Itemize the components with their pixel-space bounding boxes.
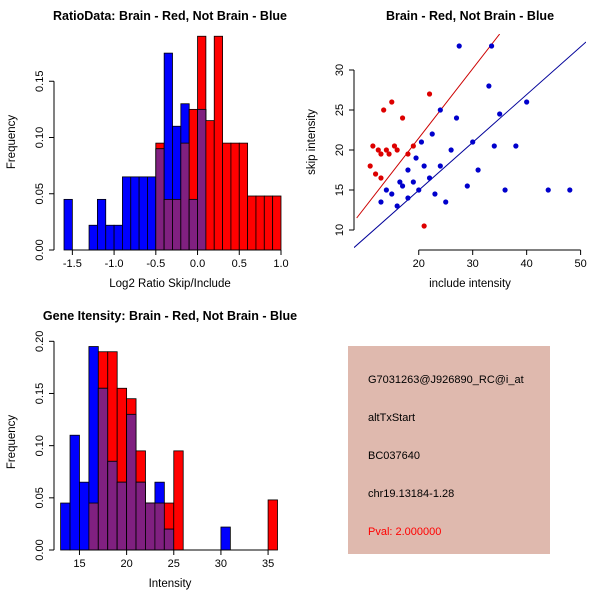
intensity-scatter-panel: Brain - Red, Not Brain - Blue 20 30 40 50 10 1… bbox=[300, 0, 600, 300]
svg-text:Gene Itensity: Brain - Red, No: Gene Itensity: Brain - Red, Not Brain - … bbox=[43, 309, 297, 323]
svg-text:0.20: 0.20 bbox=[34, 331, 46, 352]
svg-text:0.5: 0.5 bbox=[232, 258, 247, 270]
svg-text:0.00: 0.00 bbox=[34, 539, 46, 560]
svg-text:0.00: 0.00 bbox=[34, 239, 46, 260]
intensity-scatter-chart: Brain - Red, Not Brain - Blue 20 30 40 50 10 1… bbox=[306, 9, 587, 290]
gene-info-panel: G7031263@J926890_RC@i_at altTxStart BC03… bbox=[300, 300, 600, 600]
accession-id: BC037640 bbox=[368, 450, 420, 462]
svg-text:0.15: 0.15 bbox=[34, 383, 46, 404]
svg-text:Frequency: Frequency bbox=[6, 415, 18, 470]
svg-text:0.10: 0.10 bbox=[34, 435, 46, 456]
svg-text:30: 30 bbox=[334, 64, 346, 76]
svg-text:Frequency: Frequency bbox=[6, 115, 18, 170]
svg-text:30: 30 bbox=[215, 558, 227, 570]
svg-text:Intensity: Intensity bbox=[149, 578, 192, 590]
svg-text:0.15: 0.15 bbox=[34, 71, 46, 92]
svg-text:20: 20 bbox=[413, 258, 425, 270]
svg-text:25: 25 bbox=[334, 104, 346, 116]
svg-text:0.05: 0.05 bbox=[34, 183, 46, 204]
svg-text:10: 10 bbox=[334, 224, 346, 236]
svg-text:Log2 Ratio Skip/Include: Log2 Ratio Skip/Include bbox=[109, 278, 230, 290]
svg-text:-1.0: -1.0 bbox=[105, 258, 124, 270]
pval-text: Pval: 2.000000 bbox=[368, 526, 442, 538]
svg-text:50: 50 bbox=[574, 258, 586, 270]
genomic-locus: chr19.13184-1.28 bbox=[368, 488, 455, 500]
svg-text:Brain - Red, Not Brain - Blue: Brain - Red, Not Brain - Blue bbox=[386, 9, 554, 23]
svg-text:20: 20 bbox=[120, 558, 132, 570]
svg-text:15: 15 bbox=[73, 558, 85, 570]
ratio-histogram-chart: RatioData: Brain - Red, Not Brain - Blue… bbox=[6, 9, 289, 290]
svg-text:skip intensity: skip intensity bbox=[306, 109, 318, 175]
gene-intensity-histogram-chart: Gene Itensity: Brain - Red, Not Brain - … bbox=[6, 309, 297, 590]
svg-text:0.05: 0.05 bbox=[34, 487, 46, 508]
svg-text:0.10: 0.10 bbox=[34, 127, 46, 148]
svg-text:-1.5: -1.5 bbox=[63, 258, 82, 270]
svg-text:35: 35 bbox=[262, 558, 274, 570]
event-type: altTxStart bbox=[368, 412, 416, 424]
svg-text:30: 30 bbox=[467, 258, 479, 270]
svg-text:include intensity: include intensity bbox=[429, 278, 511, 290]
svg-text:1.0: 1.0 bbox=[273, 258, 288, 270]
svg-text:0.0: 0.0 bbox=[190, 258, 205, 270]
gene-intensity-histogram-panel: Gene Itensity: Brain - Red, Not Brain - … bbox=[0, 300, 300, 600]
svg-text:20: 20 bbox=[334, 144, 346, 156]
ratio-histogram-panel: RatioData: Brain - Red, Not Brain - Blue… bbox=[0, 0, 300, 300]
gene-info-box: G7031263@J926890_RC@i_at altTxStart BC03… bbox=[348, 346, 550, 554]
svg-text:15: 15 bbox=[334, 184, 346, 196]
probe-id: G7031263@J926890_RC@i_at bbox=[368, 374, 524, 386]
svg-text:RatioData: Brain - Red, Not Br: RatioData: Brain - Red, Not Brain - Blue bbox=[53, 9, 287, 23]
svg-text:25: 25 bbox=[168, 558, 180, 570]
svg-text:40: 40 bbox=[521, 258, 533, 270]
svg-text:-0.5: -0.5 bbox=[146, 258, 165, 270]
